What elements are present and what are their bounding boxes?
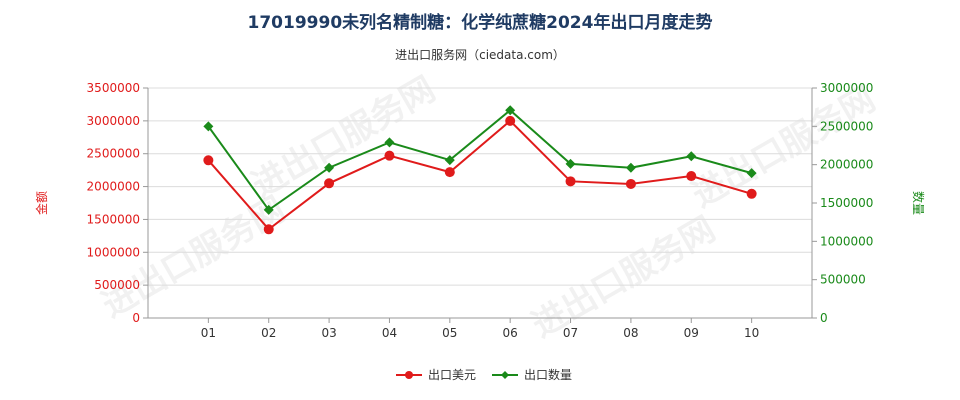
y-right-tick-label: 1000000 [820, 234, 873, 248]
x-tick-label: 09 [684, 326, 699, 340]
legend-marker [405, 371, 413, 379]
x-tick-label: 04 [382, 326, 397, 340]
x-tick-label: 05 [442, 326, 457, 340]
data-point [565, 158, 576, 169]
y-left-tick-label: 0 [132, 311, 140, 325]
y-right-tick-label: 2500000 [820, 119, 873, 133]
y-left-tick-label: 3000000 [87, 114, 140, 128]
x-tick-label: 06 [503, 326, 518, 340]
y-left-tick-label: 1500000 [87, 212, 140, 226]
y-right-tick-label: 2000000 [820, 158, 873, 172]
legend-label: 出口美元 [428, 368, 476, 382]
y-right-tick-label: 3000000 [820, 81, 873, 95]
data-point [686, 171, 697, 182]
x-tick-label: 01 [201, 326, 216, 340]
data-point [505, 105, 516, 116]
y-right-tick-label: 0 [820, 311, 828, 325]
data-point [263, 224, 274, 235]
data-point [505, 115, 516, 126]
x-tick-label: 10 [744, 326, 759, 340]
y-left-axis-title: 金额 [34, 191, 49, 215]
data-point [625, 178, 636, 189]
data-point [384, 150, 395, 161]
data-point [203, 155, 214, 166]
legend-label: 出口数量 [524, 367, 572, 382]
y-right-tick-label: 500000 [820, 273, 866, 287]
y-left-tick-label: 2000000 [87, 180, 140, 194]
x-tick-label: 08 [623, 326, 638, 340]
data-point [746, 188, 757, 199]
data-point [565, 176, 576, 187]
x-tick-label: 03 [321, 326, 336, 340]
x-tick-label: 07 [563, 326, 578, 340]
data-point [324, 162, 335, 173]
y-right-tick-label: 1500000 [820, 196, 873, 210]
data-point [384, 137, 395, 148]
legend-marker [501, 371, 509, 379]
chart-subtitle: 进出口服务网（ciedata.com） [395, 48, 565, 62]
data-point [746, 168, 757, 179]
data-point [203, 121, 214, 132]
series-line [207, 108, 752, 212]
data-point [625, 162, 636, 173]
data-point [324, 178, 335, 189]
y-left-tick-label: 1000000 [87, 245, 140, 259]
data-point [444, 155, 455, 166]
y-left-tick-label: 2500000 [87, 147, 140, 161]
x-tick-label: 02 [261, 326, 276, 340]
series-line [207, 119, 752, 231]
y-right-axis-title: 数量 [911, 191, 926, 215]
data-point [444, 167, 455, 178]
y-left-tick-label: 3500000 [87, 81, 140, 95]
data-point [263, 204, 274, 215]
data-point [686, 151, 697, 162]
y-left-tick-label: 500000 [94, 278, 140, 292]
chart-title: 17019990未列名精制糖：化学纯蔗糖2024年出口月度走势 [247, 13, 713, 33]
